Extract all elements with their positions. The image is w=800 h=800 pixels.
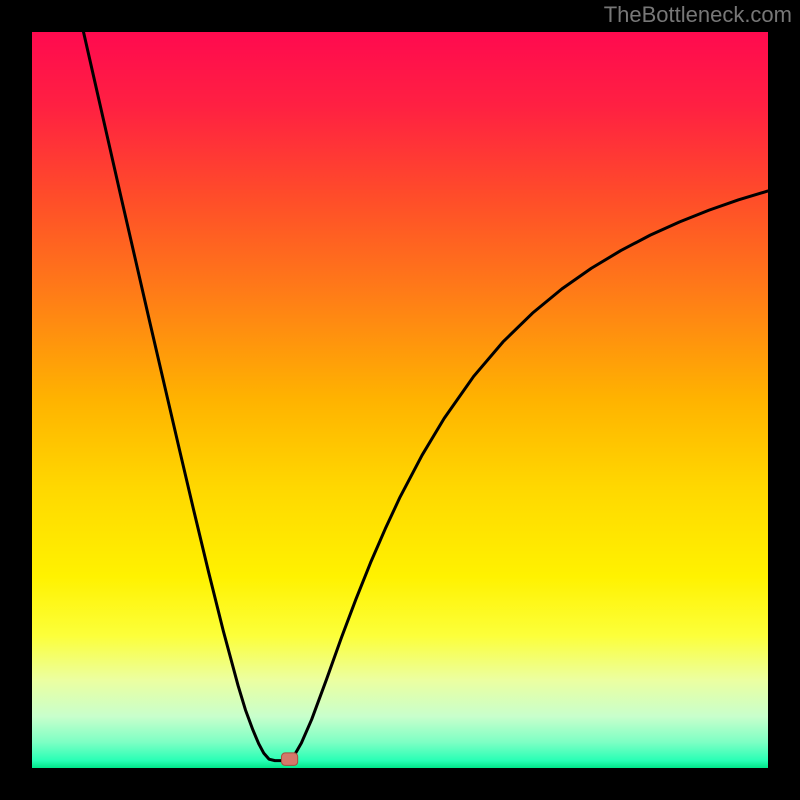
optimal-point-marker [282,753,298,766]
chart-frame: TheBottleneck.com [0,0,800,800]
gradient-background [32,32,768,768]
watermark-text: TheBottleneck.com [604,2,792,28]
bottleneck-chart [0,0,800,800]
